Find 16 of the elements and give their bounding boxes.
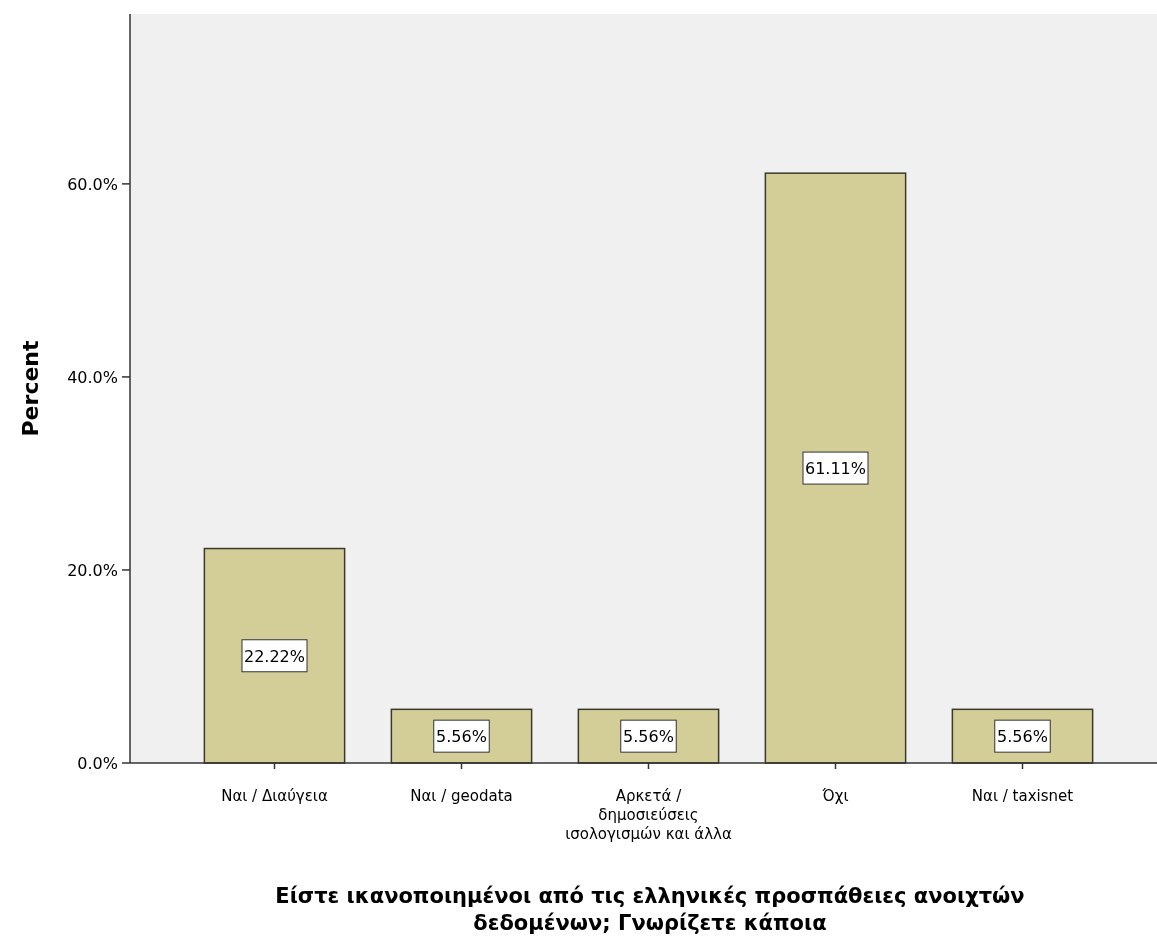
x-tick-label: Ναι / Διαύγεια — [221, 787, 328, 805]
data-label: 22.22% — [243, 646, 306, 666]
data-label: 5.56% — [623, 727, 674, 747]
x-tick-label: Ναι / taxisnet — [971, 787, 1074, 805]
y-tick-label: 40.0% — [67, 367, 118, 387]
x-tick-label: Ναι / geodata — [410, 787, 513, 805]
x-axis-title: Είστε ικανοποιημένοι από τις ελληνικές προσπάθειες ανοιχτών δεδομένων; Γνωρίζετε κάποια — [275, 884, 1025, 935]
y-tick-label: 20.0% — [67, 560, 118, 580]
data-label: 5.56% — [997, 727, 1048, 747]
y-tick-label: 0.0% — [77, 754, 118, 773]
data-label: 5.56% — [436, 727, 487, 747]
data-label: 61.11% — [804, 459, 867, 479]
x-tick-label: Όχι — [821, 787, 849, 805]
x-tick-label: Αρκετά / δημοσιεύσεις ισολογισμών και άλλα — [565, 787, 732, 843]
y-axis-title: Percent — [18, 340, 43, 437]
y-tick-label: 60.0% — [67, 174, 118, 194]
